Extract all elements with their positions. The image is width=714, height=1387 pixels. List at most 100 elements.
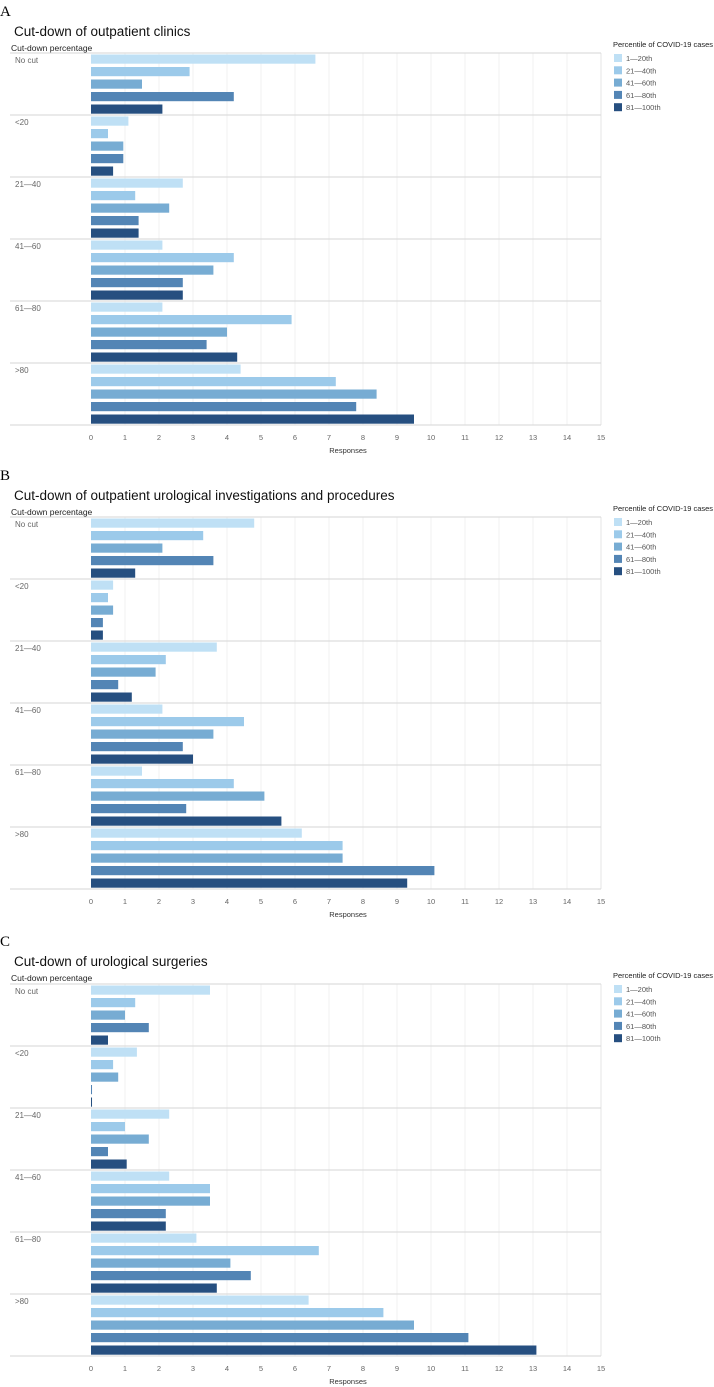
bar-80-series-4 <box>91 402 357 412</box>
x-tick-label: 2 <box>157 1364 161 1373</box>
legend-swatch <box>614 90 622 99</box>
bar-6180-series-2 <box>91 315 292 325</box>
panel-letter: C <box>0 934 10 950</box>
bar-80-series-4 <box>91 1333 469 1343</box>
category-label: 21—40 <box>15 180 41 189</box>
bar-20-series-1 <box>91 116 129 126</box>
x-tick-label: 12 <box>495 433 503 442</box>
bar-nocut-series-4 <box>91 1023 149 1033</box>
bar-4160-series-1 <box>91 1171 170 1181</box>
x-tick-label: 3 <box>191 433 195 442</box>
bar-nocut-series-4 <box>91 556 214 566</box>
bar-80-series-2 <box>91 841 343 851</box>
bar-4160-series-5 <box>91 290 183 300</box>
bar-2140-series-4 <box>91 680 119 690</box>
x-tick-label: 5 <box>259 1364 263 1373</box>
x-tick-label: 13 <box>529 1364 537 1373</box>
legend: Percentile of COVID-19 cases 1—20th 21—40t… <box>613 971 713 1043</box>
x-tick-label: 5 <box>259 433 263 442</box>
x-tick-label: 4 <box>225 897 229 906</box>
x-tick-label: 5 <box>259 897 263 906</box>
bar-6180-series-1 <box>91 302 163 312</box>
bar-nocut-series-2 <box>91 531 204 541</box>
legend-swatch <box>614 518 622 526</box>
chart-title: Cut-down of outpatient urological invest… <box>14 488 395 503</box>
x-tick-label: 6 <box>293 1364 297 1373</box>
x-tick-label: 12 <box>495 897 503 906</box>
x-tick-label: 11 <box>461 897 469 906</box>
x-tick-label: 0 <box>89 433 93 442</box>
bar-80-series-3 <box>91 853 343 863</box>
bar-20-series-4 <box>91 154 124 164</box>
bar-nocut-series-3 <box>91 79 142 89</box>
bar-4160-series-3 <box>91 1196 210 1206</box>
category-label: >80 <box>15 830 29 839</box>
legend-swatch <box>614 1021 622 1030</box>
bar-2140-series-2 <box>91 1122 125 1132</box>
bar-nocut-series-1 <box>91 985 210 995</box>
bar-2140-series-4 <box>91 1147 108 1157</box>
bar-4160-series-2 <box>91 253 234 263</box>
bar-20-series-2 <box>91 129 108 139</box>
x-tick-label: 8 <box>361 897 365 906</box>
x-axis-label: Responses <box>329 910 367 919</box>
bar-nocut-series-1 <box>91 518 255 528</box>
bar-4160-series-1 <box>91 704 163 714</box>
chart-title: Cut-down of outpatient clinics <box>14 24 191 39</box>
legend-entry: 41—60th <box>626 1010 656 1019</box>
bar-20-series-3 <box>91 141 124 151</box>
legend-swatch <box>614 78 622 87</box>
panel-letter: A <box>0 4 11 20</box>
x-tick-label: 6 <box>293 433 297 442</box>
legend-entry: 61—80th <box>626 91 656 100</box>
bar-80-series-5 <box>91 1345 537 1355</box>
x-tick-label: 4 <box>225 433 229 442</box>
panel-letter: B <box>0 468 10 484</box>
bar-6180-series-5 <box>91 816 282 826</box>
x-tick-label: 11 <box>461 433 469 442</box>
bar-6180-series-2 <box>91 1246 319 1256</box>
bar-6180-series-3 <box>91 1258 231 1268</box>
bar-20-series-4 <box>91 1085 93 1095</box>
legend-swatch <box>614 997 622 1006</box>
x-tick-label: 10 <box>427 433 435 442</box>
legend-entry: 21—40th <box>626 997 656 1006</box>
x-tick-label: 15 <box>597 433 605 442</box>
bar-4160-series-4 <box>91 1209 166 1219</box>
category-label: <20 <box>15 582 29 591</box>
category-label: 41—60 <box>15 1173 41 1182</box>
bar-2140-series-3 <box>91 1134 149 1144</box>
x-tick-label: 9 <box>395 897 399 906</box>
bar-2140-series-4 <box>91 216 139 226</box>
bar-6180-series-4 <box>91 804 187 814</box>
bar-2140-series-5 <box>91 692 132 702</box>
bar-4160-series-2 <box>91 717 244 727</box>
bar-80-series-1 <box>91 364 241 374</box>
bar-4160-series-3 <box>91 265 214 275</box>
legend-swatch <box>614 542 622 551</box>
bar-20-series-4 <box>91 618 103 628</box>
bar-nocut-series-3 <box>91 543 163 553</box>
x-tick-label: 1 <box>123 433 127 442</box>
legend-swatch <box>614 1009 622 1018</box>
legend-entry: 81—100th <box>626 1034 661 1043</box>
x-tick-label: 12 <box>495 1364 503 1373</box>
x-tick-label: 14 <box>563 897 571 906</box>
y-axis-label: Cut-down percentage <box>11 973 93 983</box>
bar-6180-series-1 <box>91 1233 197 1243</box>
category-label: No cut <box>15 987 39 996</box>
x-tick-label: 15 <box>597 897 605 906</box>
legend-swatch <box>614 567 622 576</box>
bar-nocut-series-1 <box>91 54 316 64</box>
bar-nocut-series-2 <box>91 67 190 77</box>
x-tick-label: 9 <box>395 433 399 442</box>
bar-20-series-2 <box>91 593 108 603</box>
bar-20-series-5 <box>91 166 114 176</box>
category-label: 61—80 <box>15 768 41 777</box>
x-tick-label: 0 <box>89 897 93 906</box>
chart-panel-c: C Cut-down of urological surgeries Cut-dow… <box>0 934 713 1386</box>
bar-6180-series-2 <box>91 779 234 789</box>
bar-6180-series-5 <box>91 352 238 362</box>
legend-entry: 1—20th <box>626 54 652 63</box>
